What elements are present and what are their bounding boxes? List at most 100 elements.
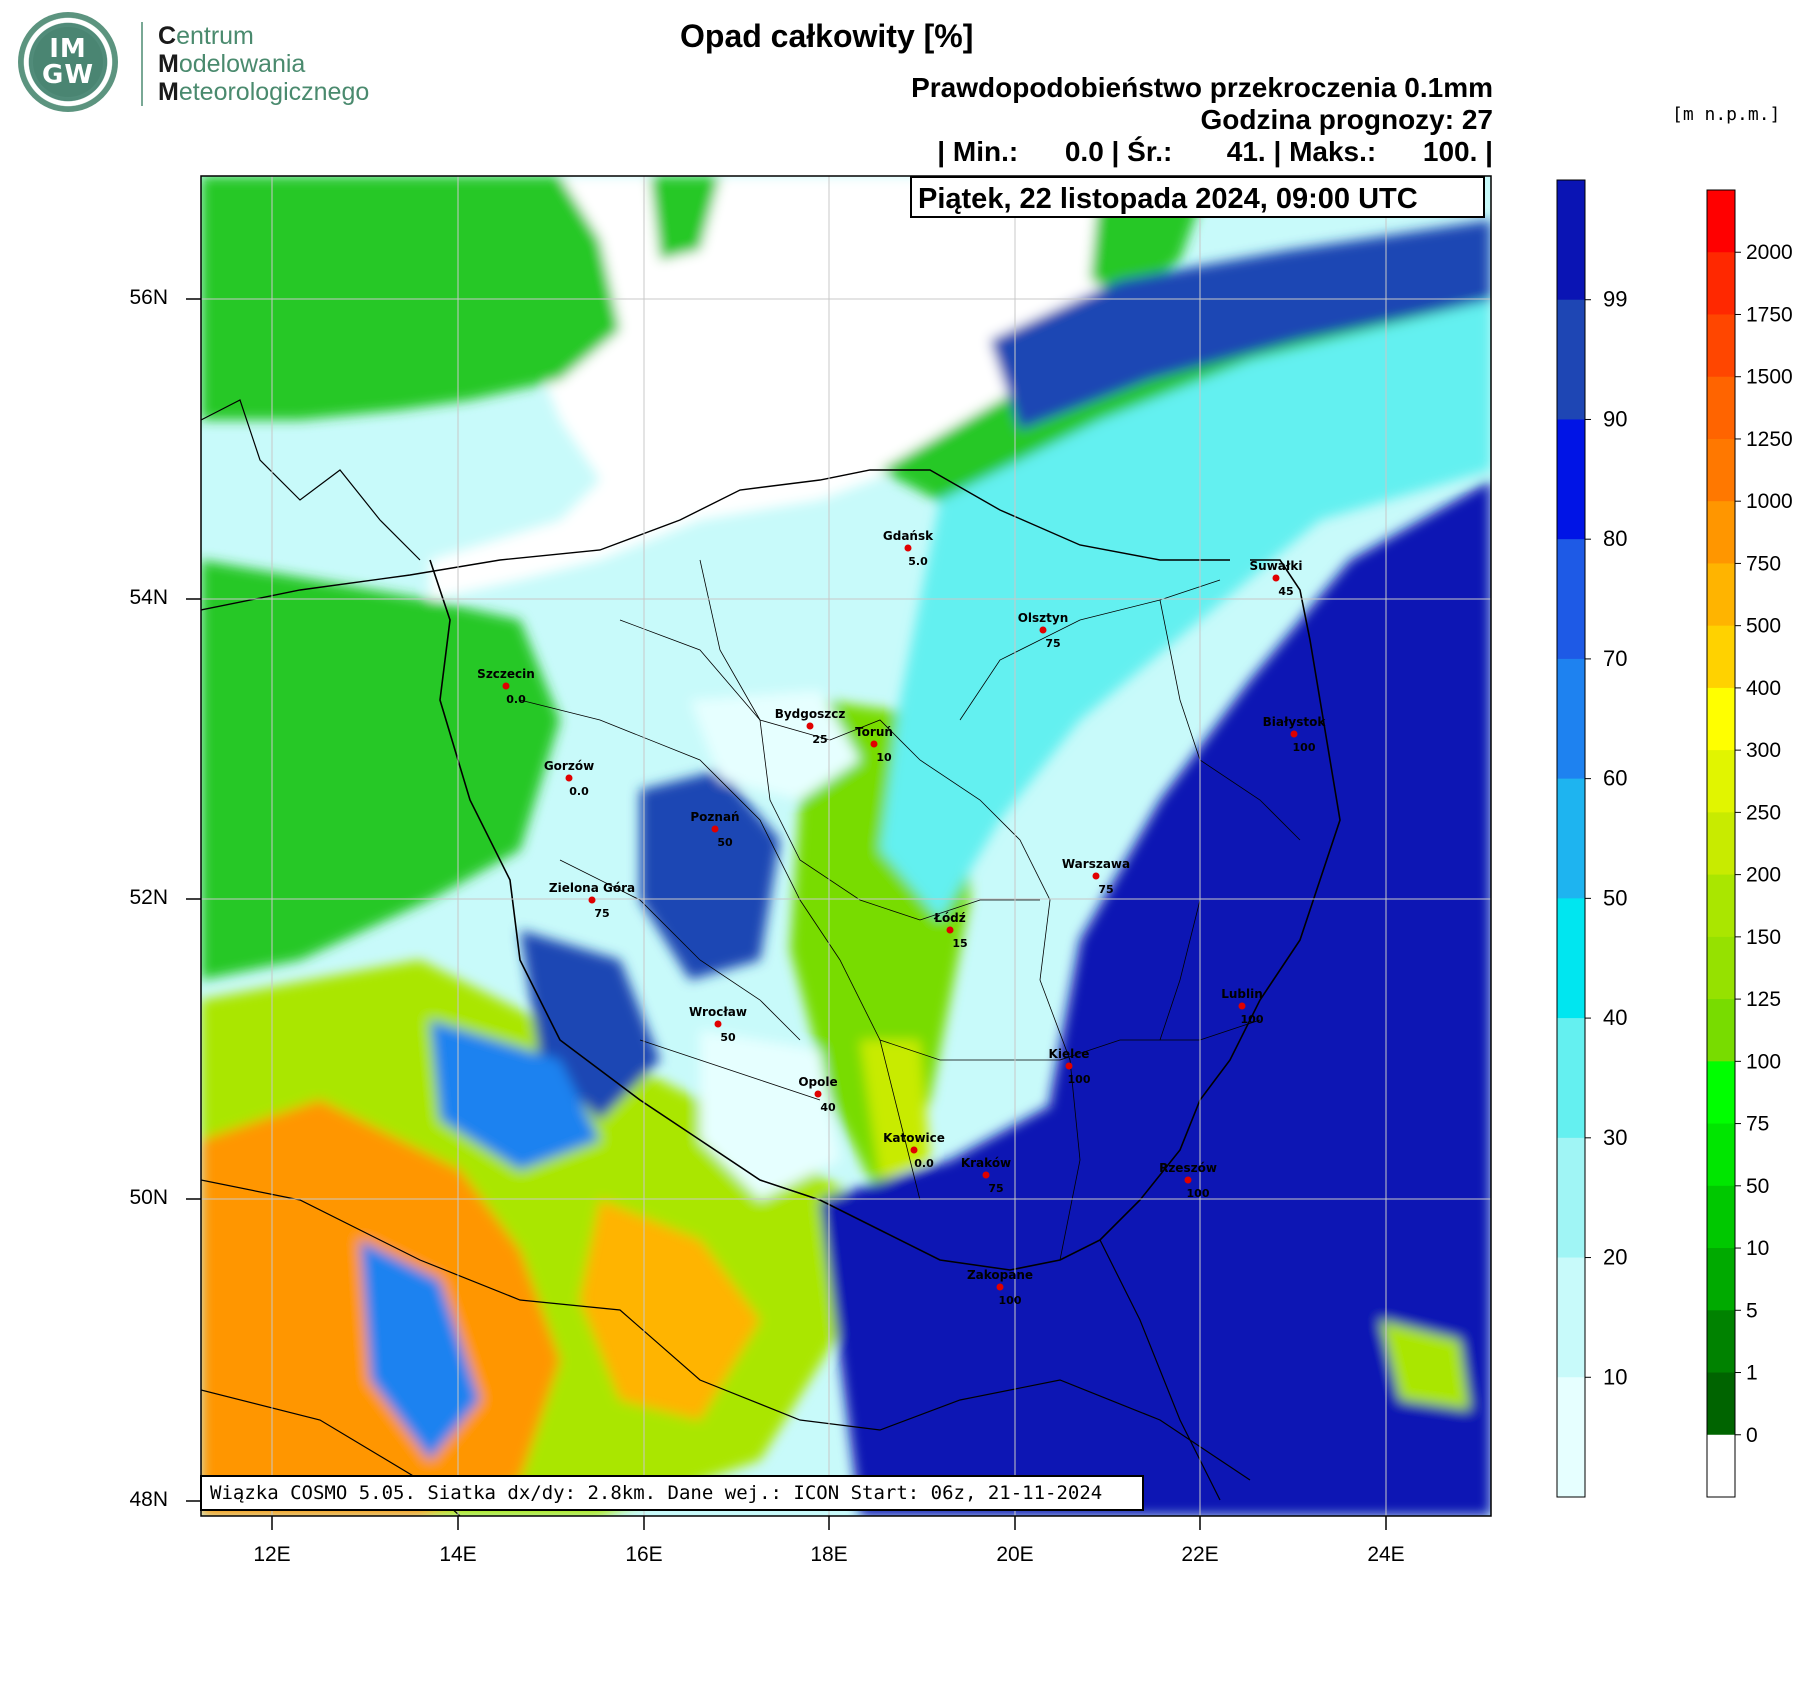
- colorbar-label: 20: [1603, 1245, 1627, 1270]
- city-dot: [1065, 1062, 1073, 1070]
- colorbar-label: 250: [1746, 801, 1781, 824]
- poland-border: [429, 559, 1341, 1271]
- city-marker: Rzeszów 100: [1159, 1161, 1217, 1200]
- city-markers: Gdańsk 5.0 Suwałki 45 Olsztyn 75 Szczecin 0.0 By…: [477, 529, 1326, 1307]
- imgw-logo: IM GW Centrum Modelowania Meteorologiczn…: [8, 8, 388, 118]
- city-value: 75: [988, 1182, 1003, 1195]
- colorbar-swatch: [1557, 778, 1585, 899]
- lon-label: 24E: [1367, 1543, 1405, 1566]
- city-name: Olsztyn: [1018, 611, 1069, 625]
- poznan-blue: [640, 770, 780, 980]
- colorbar-swatch: [1707, 1185, 1735, 1249]
- city-marker: Kraków 75: [961, 1156, 1011, 1195]
- lon-label: 14E: [439, 1543, 477, 1566]
- colorbar-label: 100: [1746, 1050, 1781, 1073]
- east-dark-blue: [1050, 480, 1491, 1516]
- city-value: 50: [720, 1031, 736, 1044]
- city-name: Bydgoszcz: [775, 707, 846, 721]
- city-dot: [711, 825, 719, 833]
- colorbar-swatch: [1557, 658, 1585, 780]
- city-value: 75: [1098, 883, 1113, 896]
- city-marker: Opole 40: [798, 1075, 837, 1114]
- city-name: Łódź: [933, 911, 966, 925]
- city-dot: [982, 1171, 990, 1179]
- colorbar-label: 0: [1746, 1424, 1758, 1447]
- chart-title: Opad całkowity [%]: [680, 18, 974, 54]
- city-dot: [1184, 1176, 1192, 1184]
- city-marker: Szczecin 0.0: [477, 667, 535, 706]
- colorbar-label: 1500: [1746, 366, 1793, 389]
- colorbar-label: 30: [1603, 1125, 1627, 1150]
- city-dot: [1039, 626, 1047, 634]
- elevation-unit-label: [m n.p.m.]: [1672, 104, 1781, 125]
- city-marker: Lublin 100: [1221, 987, 1264, 1026]
- stats-line: | Min.: 0.0 | Śr.: 41. | Maks.: 100. |: [937, 136, 1493, 167]
- map-frame: [200, 175, 1492, 1517]
- city-marker: Katowice 0.0: [883, 1131, 945, 1170]
- colorbar-swatch: [1707, 1123, 1735, 1187]
- colorbar-label: 125: [1746, 988, 1781, 1011]
- city-value: 40: [820, 1101, 836, 1114]
- city-value: 45: [1278, 585, 1293, 598]
- city-name: Toruń: [855, 725, 893, 739]
- probability-colorbar: 99 90 80 70 60 50 40 30 20 10: [1556, 179, 1627, 1498]
- city-value: 100: [1293, 741, 1316, 754]
- colorbar-swatch: [1557, 1377, 1585, 1498]
- city-marker: Zielona Góra 75: [549, 881, 635, 920]
- city-name: Warszawa: [1062, 857, 1130, 871]
- colorbar-swatch: [1707, 438, 1735, 502]
- city-marker: Poznań 50: [690, 810, 739, 849]
- city-marker: Gorzów 0.0: [544, 759, 594, 798]
- city-value: 10: [876, 751, 892, 764]
- model-info-footer: Wiązka COSMO 5.05. Siatka dx/dy: 2.8km. …: [200, 1475, 1144, 1511]
- city-dot: [946, 926, 954, 934]
- lat-label: 56N: [129, 286, 168, 309]
- city-dot: [1290, 730, 1298, 738]
- colorbar-label: 200: [1746, 864, 1781, 887]
- city-value: 100: [999, 1294, 1022, 1307]
- colorbar-label: 2000: [1746, 241, 1793, 264]
- city-value: 75: [594, 907, 609, 920]
- city-dot: [714, 1020, 722, 1028]
- lat-label: 50N: [129, 1186, 168, 1209]
- colorbar-swatch: [1707, 625, 1735, 689]
- colorbar-frame: [1556, 179, 1586, 1498]
- city-name: Wrocław: [689, 1005, 747, 1019]
- colorbar-swatch: [1707, 1372, 1735, 1436]
- city-dot: [588, 896, 596, 904]
- colorbar-label: 75: [1746, 1113, 1769, 1136]
- city-dot: [502, 682, 510, 690]
- colorbar-swatch: [1557, 1018, 1585, 1139]
- logo-text: Centrum Modelowania Meteorologicznego: [158, 22, 370, 106]
- colorbar-swatch: [1707, 252, 1735, 315]
- colorbar-label: 90: [1603, 406, 1627, 431]
- colorbar-swatch: [1557, 898, 1585, 1019]
- colorbar-label: 1250: [1746, 428, 1793, 451]
- colorbar-label: 40: [1603, 1005, 1627, 1030]
- lat-label: 54N: [129, 586, 168, 609]
- lon-label: 12E: [253, 1543, 291, 1566]
- colorbar-label: 400: [1746, 677, 1781, 700]
- subtitle-probability: Prawdopodobieństwo przekroczenia 0.1mm: [911, 72, 1493, 103]
- city-marker: Toruń 10: [855, 725, 893, 764]
- city-marker: Olsztyn 75: [1018, 611, 1069, 650]
- south-dark-blue: [820, 1100, 1060, 1516]
- colorbar-label: 70: [1603, 646, 1627, 671]
- subtitle-forecast-hour: Godzina prognozy: 27: [1200, 104, 1493, 135]
- imgw-emblem: IM GW: [18, 12, 118, 112]
- city-dot: [904, 544, 912, 552]
- city-value: 0.0: [569, 785, 589, 798]
- city-name: Kraków: [961, 1156, 1011, 1170]
- colorbar-swatch: [1707, 1434, 1735, 1498]
- colorbar-swatch: [1557, 539, 1585, 660]
- city-marker: Wrocław 50: [689, 1005, 747, 1044]
- city-marker: Warszawa 75: [1062, 857, 1130, 896]
- city-name: Białystok: [1263, 715, 1327, 729]
- city-dot: [806, 722, 814, 730]
- colorbar-swatch: [1707, 1310, 1735, 1374]
- city-name: Opole: [798, 1075, 837, 1089]
- colorbar-label: 1750: [1746, 303, 1793, 326]
- colorbar-label: 1000: [1746, 490, 1793, 513]
- colorbar-label: 10: [1746, 1237, 1769, 1260]
